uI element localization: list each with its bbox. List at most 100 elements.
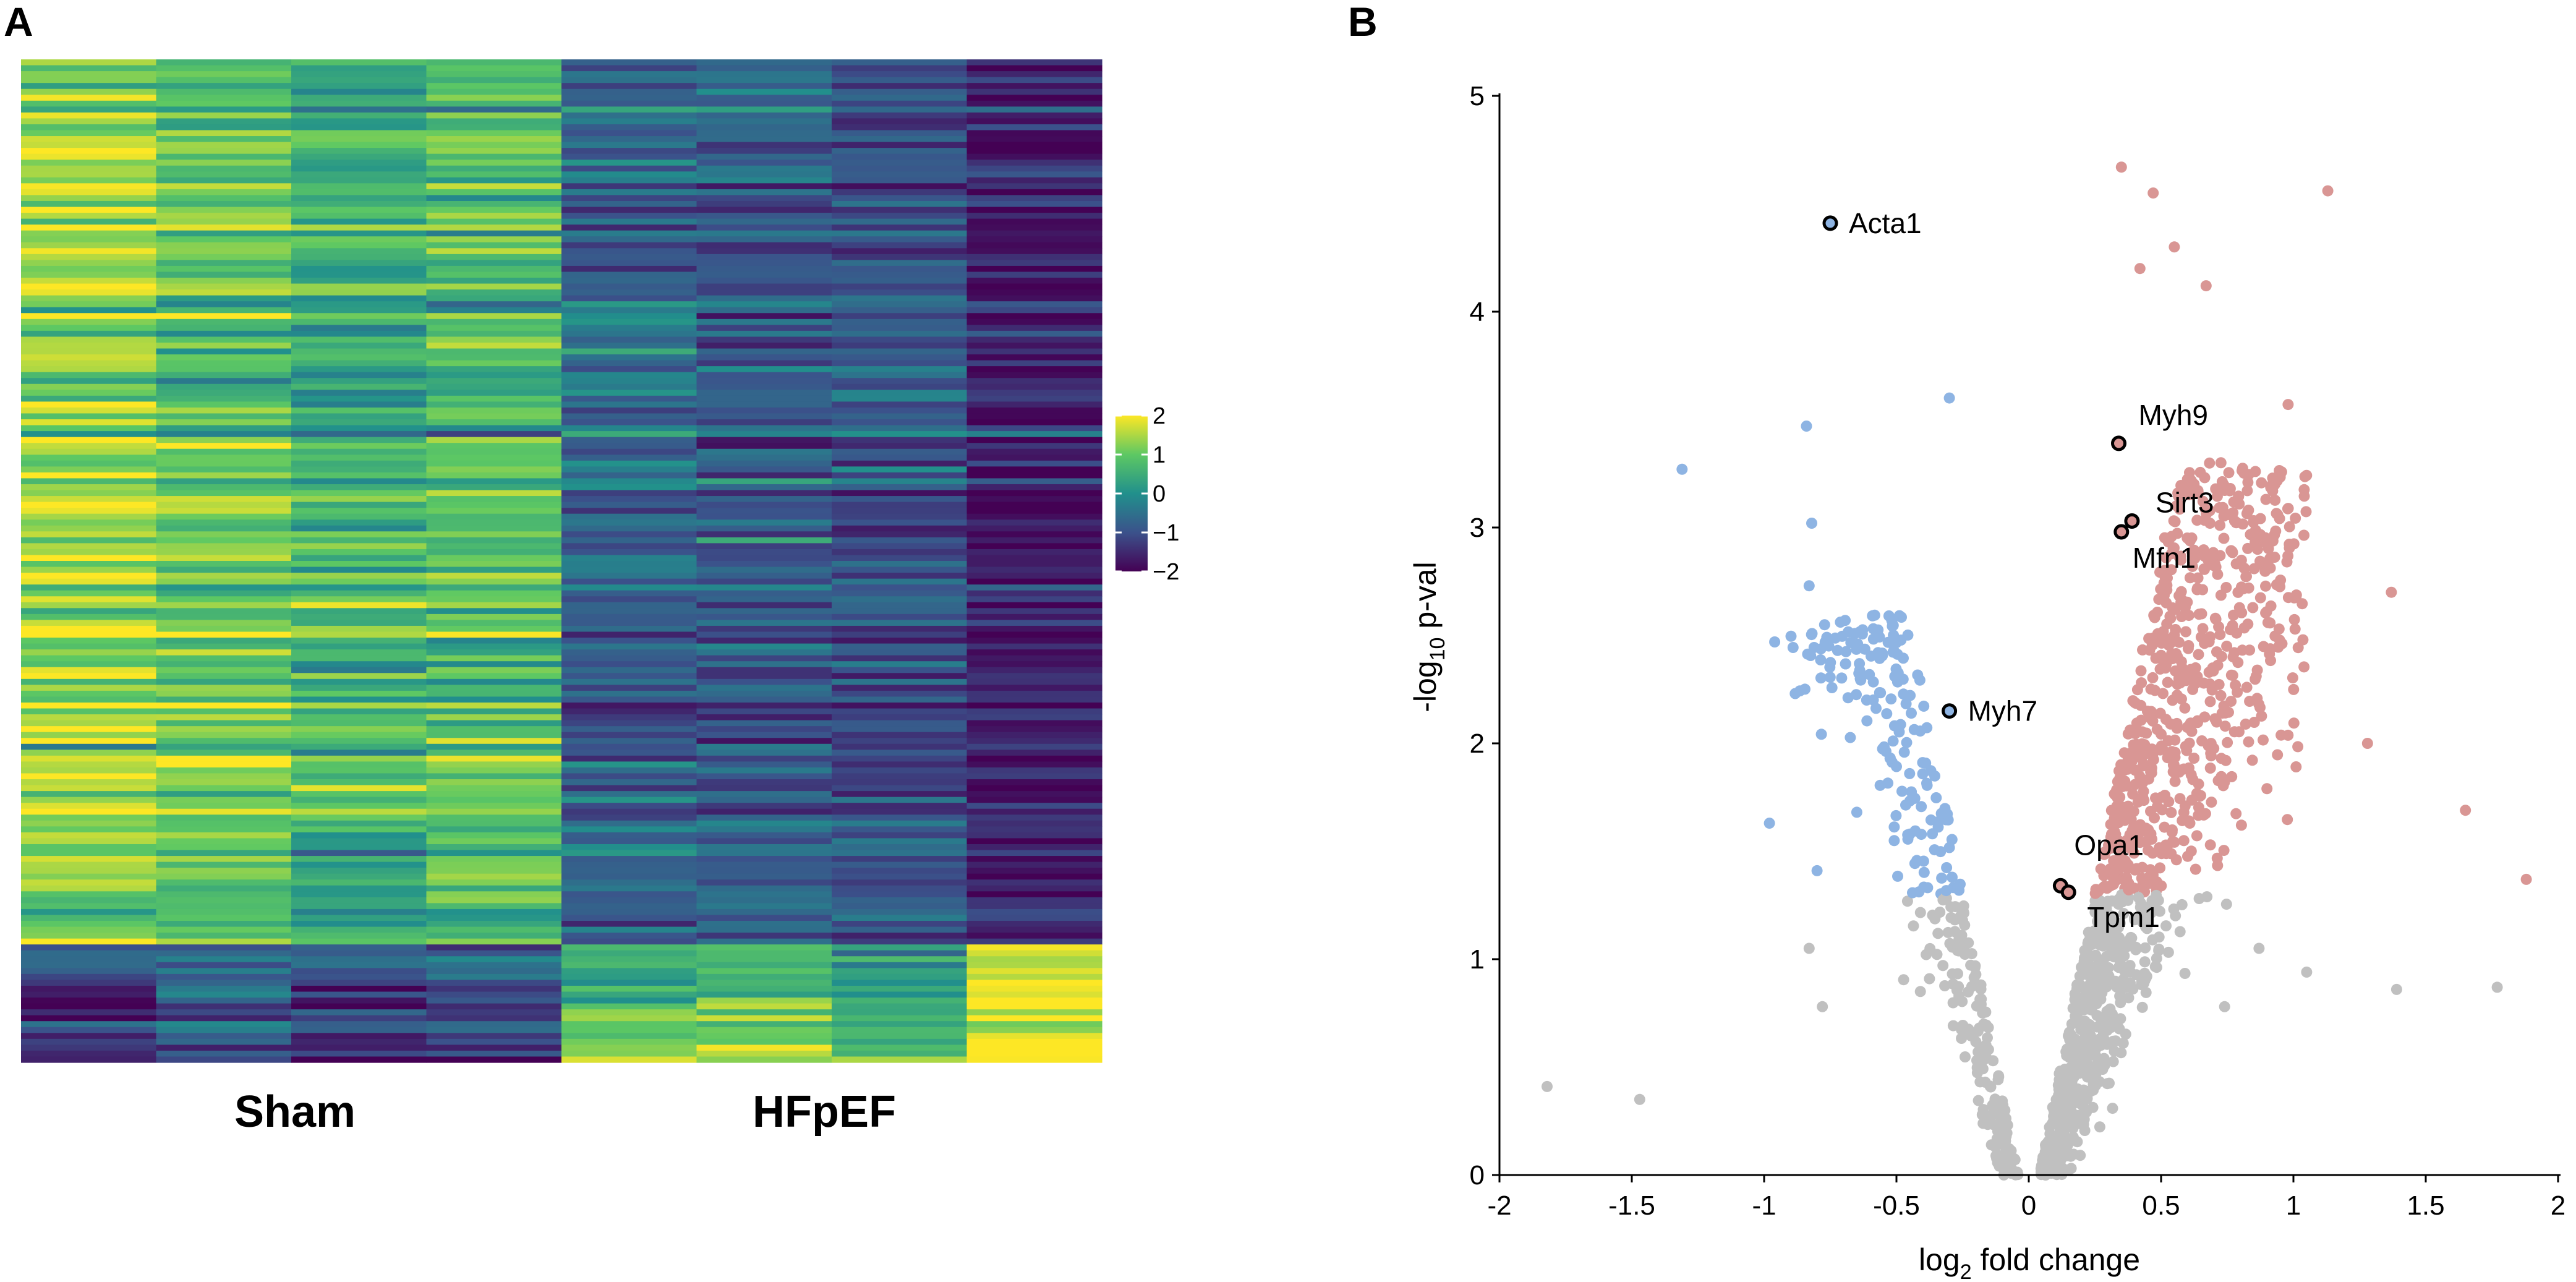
- heatmap-row: [21, 1033, 1102, 1040]
- heatmap-cell: [291, 826, 427, 833]
- heatmap-cell: [832, 160, 968, 166]
- heatmap-cell: [696, 785, 832, 792]
- heatmap-cell: [426, 620, 562, 626]
- heatmap-cell: [426, 1033, 562, 1040]
- heatmap-cell: [21, 325, 157, 331]
- heatmap-cell: [426, 95, 562, 101]
- heatmap-cell: [21, 525, 157, 532]
- heatmap-cell: [291, 419, 427, 426]
- heatmap-cell: [156, 525, 292, 532]
- heatmap-cell: [21, 838, 157, 845]
- heatmap-cell: [966, 985, 1102, 993]
- volcano-point: [1921, 722, 1933, 733]
- heatmap-cell: [156, 531, 292, 538]
- heatmap-cell: [156, 956, 292, 963]
- volcano-point: [2204, 763, 2216, 774]
- volcano-point: [1867, 610, 1879, 622]
- heatmap-cell: [426, 537, 562, 544]
- heatmap-cell: [832, 513, 968, 520]
- heatmap-cell: [156, 1045, 292, 1051]
- heatmap-cell: [426, 850, 562, 857]
- heatmap-row: [21, 59, 1102, 66]
- volcano-point: [1918, 881, 1930, 893]
- heatmap-cell: [696, 908, 832, 916]
- heatmap-cell: [561, 879, 697, 886]
- heatmap-cell: [291, 443, 427, 450]
- heatmap-row: [21, 980, 1102, 986]
- heatmap-cell: [832, 136, 968, 143]
- heatmap-cell: [966, 348, 1102, 355]
- heatmap-cell: [561, 897, 697, 904]
- heatmap-cell: [21, 1033, 157, 1040]
- heatmap-cell: [426, 1050, 562, 1058]
- heatmap-cell: [291, 950, 427, 957]
- panel-a-letter: A: [4, 0, 33, 45]
- heatmap-cell: [696, 573, 832, 579]
- heatmap-cell: [561, 200, 697, 208]
- heatmap-cell: [21, 431, 157, 438]
- heatmap-cell: [21, 65, 157, 72]
- heatmap-cell: [561, 696, 697, 703]
- volcano-point: [2165, 548, 2177, 560]
- heatmap-row: [21, 401, 1102, 408]
- heatmap-cell: [696, 171, 832, 178]
- heatmap-cell: [426, 502, 562, 508]
- heatmap-cell: [291, 1027, 427, 1033]
- heatmap-cell: [291, 112, 427, 119]
- volcano-point: [1845, 732, 1856, 743]
- heatmap-cell: [966, 980, 1102, 986]
- heatmap-cell: [21, 750, 157, 756]
- volcano-point: [2052, 1130, 2064, 1142]
- heatmap-cell: [696, 998, 832, 1004]
- heatmap-cell: [832, 573, 968, 579]
- volcano-point: [2260, 580, 2271, 592]
- heatmap-cell: [696, 750, 832, 756]
- heatmap-cell: [21, 625, 157, 633]
- heatmap-cell: [832, 743, 968, 750]
- heatmap-cell: [832, 213, 968, 220]
- volcano-point: [2183, 762, 2194, 774]
- heatmap-cell: [156, 165, 292, 172]
- heatmap-cell: [156, 1050, 292, 1058]
- heatmap-cell: [832, 71, 968, 78]
- volcano-point: [1832, 644, 1843, 656]
- volcano-point: [2170, 648, 2182, 659]
- heatmap-row: [21, 861, 1102, 868]
- heatmap-cell: [696, 838, 832, 845]
- heatmap-cell: [156, 761, 292, 768]
- volcano-point: [2102, 895, 2113, 907]
- volcano-point: [1985, 1109, 1997, 1121]
- heatmap-row: [21, 814, 1102, 821]
- volcano-point: [2215, 589, 2227, 601]
- heatmap-cell: [832, 1009, 968, 1016]
- heatmap-cell: [156, 65, 292, 72]
- heatmap-cell: [832, 714, 968, 721]
- heatmap-cell: [156, 549, 292, 556]
- volcano-point: [2240, 718, 2251, 730]
- heatmap-cell: [966, 307, 1102, 314]
- heatmap-cell: [696, 372, 832, 378]
- heatmap-cell: [291, 885, 427, 892]
- heatmap-cell: [832, 956, 968, 963]
- volcano-point: [2075, 1150, 2086, 1161]
- heatmap-cell: [426, 915, 562, 921]
- heatmap-cell: [156, 390, 292, 396]
- heatmap-cell: [832, 106, 968, 113]
- heatmap-cell: [291, 448, 427, 455]
- heatmap-row: [21, 968, 1102, 975]
- heatmap-cell: [291, 838, 427, 845]
- heatmap-cell: [561, 613, 697, 621]
- heatmap-cell: [966, 118, 1102, 125]
- volcano-point: [2097, 1064, 2109, 1075]
- heatmap-cell: [561, 1021, 697, 1028]
- heatmap-row: [21, 354, 1102, 361]
- volcano-point: [1840, 658, 1851, 670]
- heatmap-cell: [156, 295, 292, 302]
- heatmap-row: [21, 596, 1102, 603]
- heatmap-cell: [426, 808, 562, 815]
- heatmap-cell: [696, 431, 832, 438]
- volcano-point: [1914, 907, 1926, 918]
- heatmap-cell: [426, 177, 562, 184]
- heatmap-cell: [966, 750, 1102, 756]
- heatmap-cell: [696, 708, 832, 715]
